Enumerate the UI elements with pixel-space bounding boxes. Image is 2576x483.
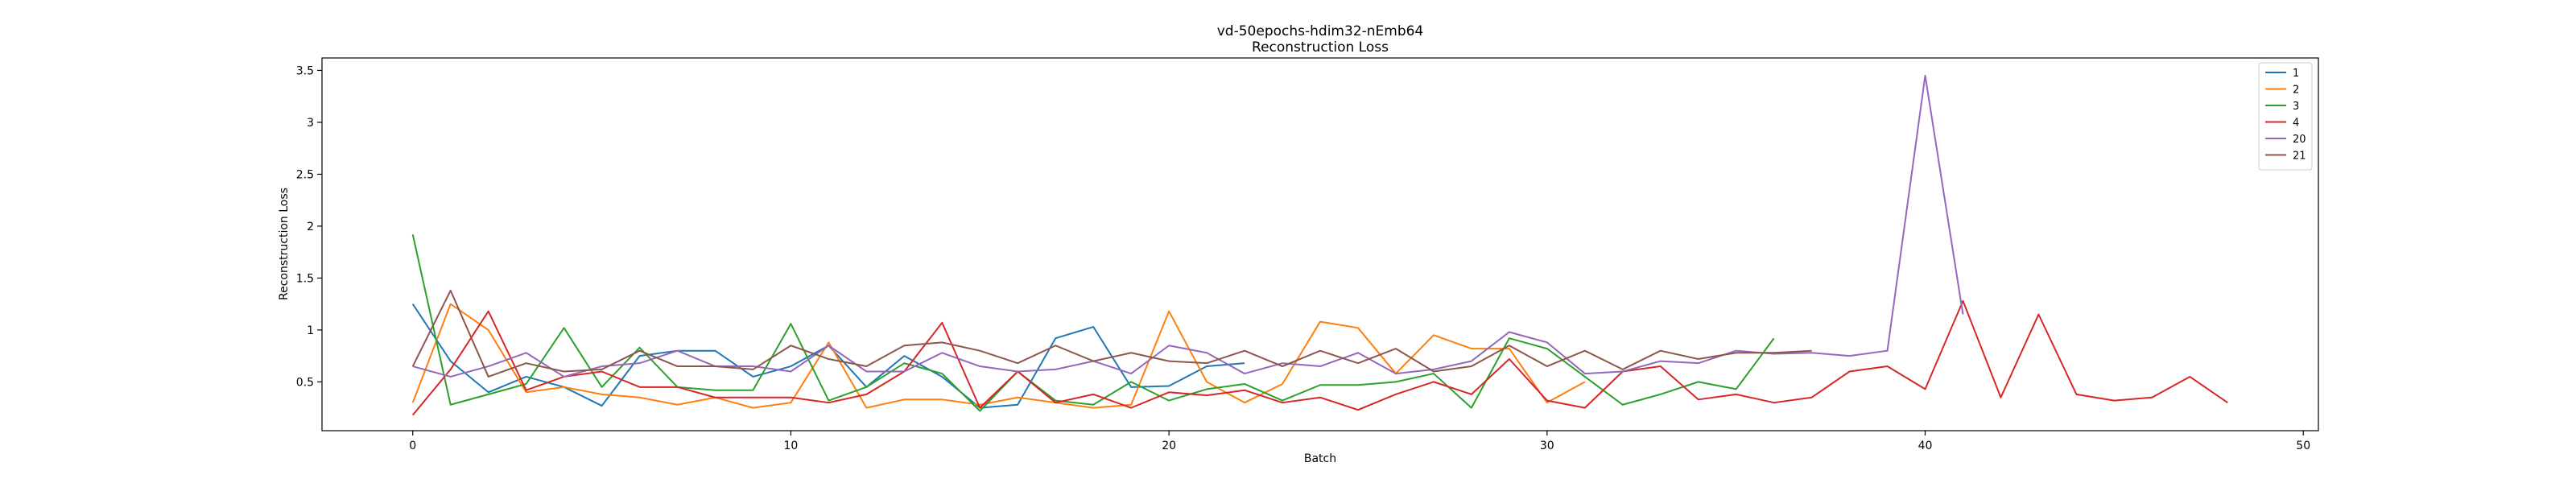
series-line-20 — [412, 74, 1964, 378]
y-axis: 0.5 1 1.5 2 2.5 3 3.5 — [296, 64, 322, 389]
x-tick-label: 10 — [784, 440, 799, 452]
x-tick-label: 30 — [1540, 440, 1554, 452]
x-tick-label: 50 — [2296, 440, 2310, 452]
x-tick-label: 40 — [1918, 440, 1933, 452]
x-axis: 0 10 20 30 40 50 — [409, 431, 2310, 452]
legend-label-21: 21 — [2293, 151, 2306, 163]
series-line-4 — [411, 299, 2228, 416]
legend-label-2: 2 — [2293, 85, 2299, 97]
series-line-21 — [411, 289, 1812, 378]
x-tick-label: 20 — [1162, 440, 1176, 452]
y-tick-label: 3 — [307, 117, 314, 130]
plot-area — [411, 74, 2228, 416]
series-line-2 — [411, 303, 1586, 409]
chart-title: vd-50epochs-hdim32-nEmb64 — [1217, 23, 1424, 39]
x-axis-label: Batch — [1304, 452, 1336, 465]
y-tick-label: 2.5 — [296, 168, 314, 181]
series-line-3 — [411, 234, 1775, 412]
legend: 1 2 3 4 20 21 — [2258, 62, 2313, 171]
y-tick-label: 1.5 — [296, 272, 314, 285]
y-tick-label: 1 — [307, 324, 314, 337]
legend-label-1: 1 — [2293, 68, 2299, 80]
y-tick-label: 0.5 — [296, 376, 314, 389]
y-axis-label: Reconstruction Loss — [278, 188, 291, 300]
plot-frame — [321, 57, 2319, 431]
y-tick-label: 3.5 — [296, 64, 314, 77]
y-tick-label: 2 — [307, 221, 314, 233]
legend-label-4: 4 — [2293, 118, 2299, 130]
legend-label-20: 20 — [2293, 134, 2306, 146]
x-tick-label: 0 — [409, 440, 416, 452]
legend-label-3: 3 — [2293, 101, 2299, 113]
chart-subtitle: Reconstruction Loss — [1252, 39, 1389, 56]
